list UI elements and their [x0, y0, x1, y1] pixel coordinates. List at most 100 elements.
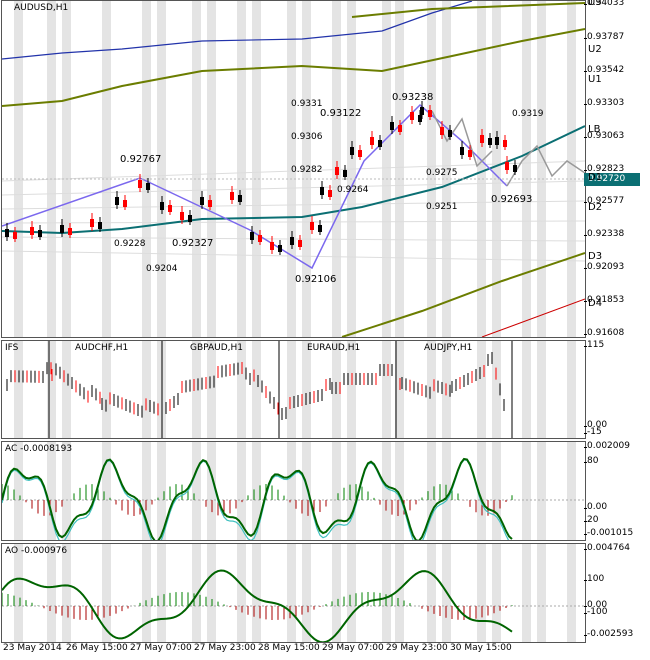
- price-tick: 0.93542: [583, 65, 625, 75]
- ao-chart: [2, 544, 585, 642]
- ac-axis: 0.002009 80 0.00 20 -0.001015: [583, 441, 650, 540]
- session-stripe: [192, 341, 201, 438]
- session-stripe: [142, 442, 151, 540]
- top-band-line: [351, 2, 585, 18]
- ao-tick: 0.004764: [584, 543, 630, 553]
- session-stripe: [287, 544, 296, 642]
- session-stripe: [157, 442, 166, 540]
- session-stripe: [492, 1, 501, 337]
- candle-body: [350, 147, 354, 155]
- candle-body: [270, 242, 274, 250]
- candle-body: [200, 197, 204, 205]
- candle-body: [410, 112, 414, 120]
- price-tick: 0.93063: [583, 131, 625, 141]
- candle-body: [230, 192, 234, 200]
- candle-body: [146, 183, 150, 190]
- lower-band-line: [341, 252, 585, 337]
- session-stripe: [395, 1, 404, 337]
- candle-body: [460, 147, 464, 155]
- ac-tick: 20: [583, 515, 599, 525]
- ac-title: AC -0.0008193: [5, 444, 73, 454]
- session-stripe: [522, 544, 531, 642]
- session-stripe: [427, 1, 436, 337]
- candle-body: [428, 110, 432, 117]
- session-stripe: [347, 442, 356, 540]
- ao-panel[interactable]: AO -0.000976: [1, 543, 586, 643]
- candle-body: [468, 150, 472, 157]
- ifs-symbol: GBPAUD,H1: [190, 343, 244, 353]
- session-stripe: [207, 1, 216, 337]
- candle-body: [258, 235, 262, 242]
- session-stripe: [442, 1, 451, 337]
- outer-band-line: [2, 1, 473, 60]
- session-stripe: [192, 442, 201, 540]
- candle-body: [420, 107, 424, 115]
- session-stripe: [302, 341, 311, 438]
- candle-body: [495, 137, 499, 145]
- session-stripe: [237, 341, 246, 438]
- time-label: 27 May 07:00: [130, 643, 192, 653]
- projection-line: [506, 144, 585, 187]
- minor-label: 0.9228: [114, 239, 146, 249]
- minor-label: 0.9319: [512, 109, 544, 119]
- session-stripe: [252, 442, 261, 540]
- session-stripe: [477, 442, 486, 540]
- ac-tick: -0.001015: [583, 528, 634, 538]
- session-stripe: [252, 341, 261, 438]
- session-stripe: [567, 544, 576, 642]
- upper-band-line: [2, 28, 585, 107]
- session-stripe: [102, 341, 111, 438]
- ac-panel[interactable]: AC -0.0008193: [1, 441, 586, 541]
- session-stripe: [537, 442, 546, 540]
- candle-body: [290, 237, 294, 245]
- session-stripe: [62, 341, 71, 438]
- level-label-u1: U1: [588, 74, 602, 85]
- main-chart-panel[interactable]: AUDUSD,H1 0.92767 0.92327 0.92106 0.9312…: [1, 0, 586, 338]
- session-stripe: [427, 544, 436, 642]
- session-stripe: [207, 341, 216, 438]
- ifs-panel[interactable]: IFS AUDCHF,H1 GBPAUD,H1 EURAUD,H1 AUDJPY…: [1, 340, 586, 439]
- candle-body: [13, 232, 17, 239]
- session-stripe: [157, 1, 166, 337]
- time-label: 28 May 15:00: [258, 643, 320, 653]
- candle-body: [250, 232, 254, 240]
- candle-body: [115, 197, 119, 205]
- swing-label: 0.93238: [392, 92, 434, 103]
- session-stripe: [427, 442, 436, 540]
- oscillator-line: [2, 569, 513, 642]
- swing-label: 0.93122: [320, 108, 362, 119]
- session-stripe: [47, 442, 56, 540]
- candle-body: [390, 122, 394, 130]
- price-tick: 0.94033: [583, 0, 625, 8]
- minor-label: 0.9306: [291, 132, 323, 142]
- level-label-d3: D3: [588, 251, 603, 262]
- swing-label: 0.92327: [172, 238, 214, 249]
- session-stripe: [47, 544, 56, 642]
- zigzag-line: [2, 103, 508, 270]
- level-label-d1: D1: [588, 172, 603, 183]
- ac-tick: 0.00: [583, 502, 608, 512]
- ifs-tick: -15: [584, 427, 602, 437]
- candle-body: [98, 222, 102, 229]
- d4-line: [481, 298, 585, 337]
- session-stripe: [102, 1, 111, 337]
- time-label: 26 May 15:00: [66, 643, 128, 653]
- ifs-tick: 115: [583, 340, 605, 350]
- session-stripe: [252, 1, 261, 337]
- session-stripe: [492, 442, 501, 540]
- price-tick: 0.93303: [583, 98, 625, 108]
- candle-body: [328, 190, 332, 197]
- session-stripe: [252, 544, 261, 642]
- session-stripe: [382, 544, 391, 642]
- candle-body: [238, 195, 242, 202]
- session-stripe: [62, 1, 71, 337]
- level-label-u3: U3: [588, 0, 602, 8]
- candle-body: [513, 165, 517, 172]
- ac-tick: 80: [583, 456, 599, 466]
- price-tick: 0.92577: [583, 196, 625, 206]
- session-stripe: [287, 341, 296, 438]
- session-stripe: [192, 1, 201, 337]
- session-stripe: [567, 1, 576, 337]
- session-stripe: [347, 341, 356, 438]
- session-stripe: [537, 341, 546, 438]
